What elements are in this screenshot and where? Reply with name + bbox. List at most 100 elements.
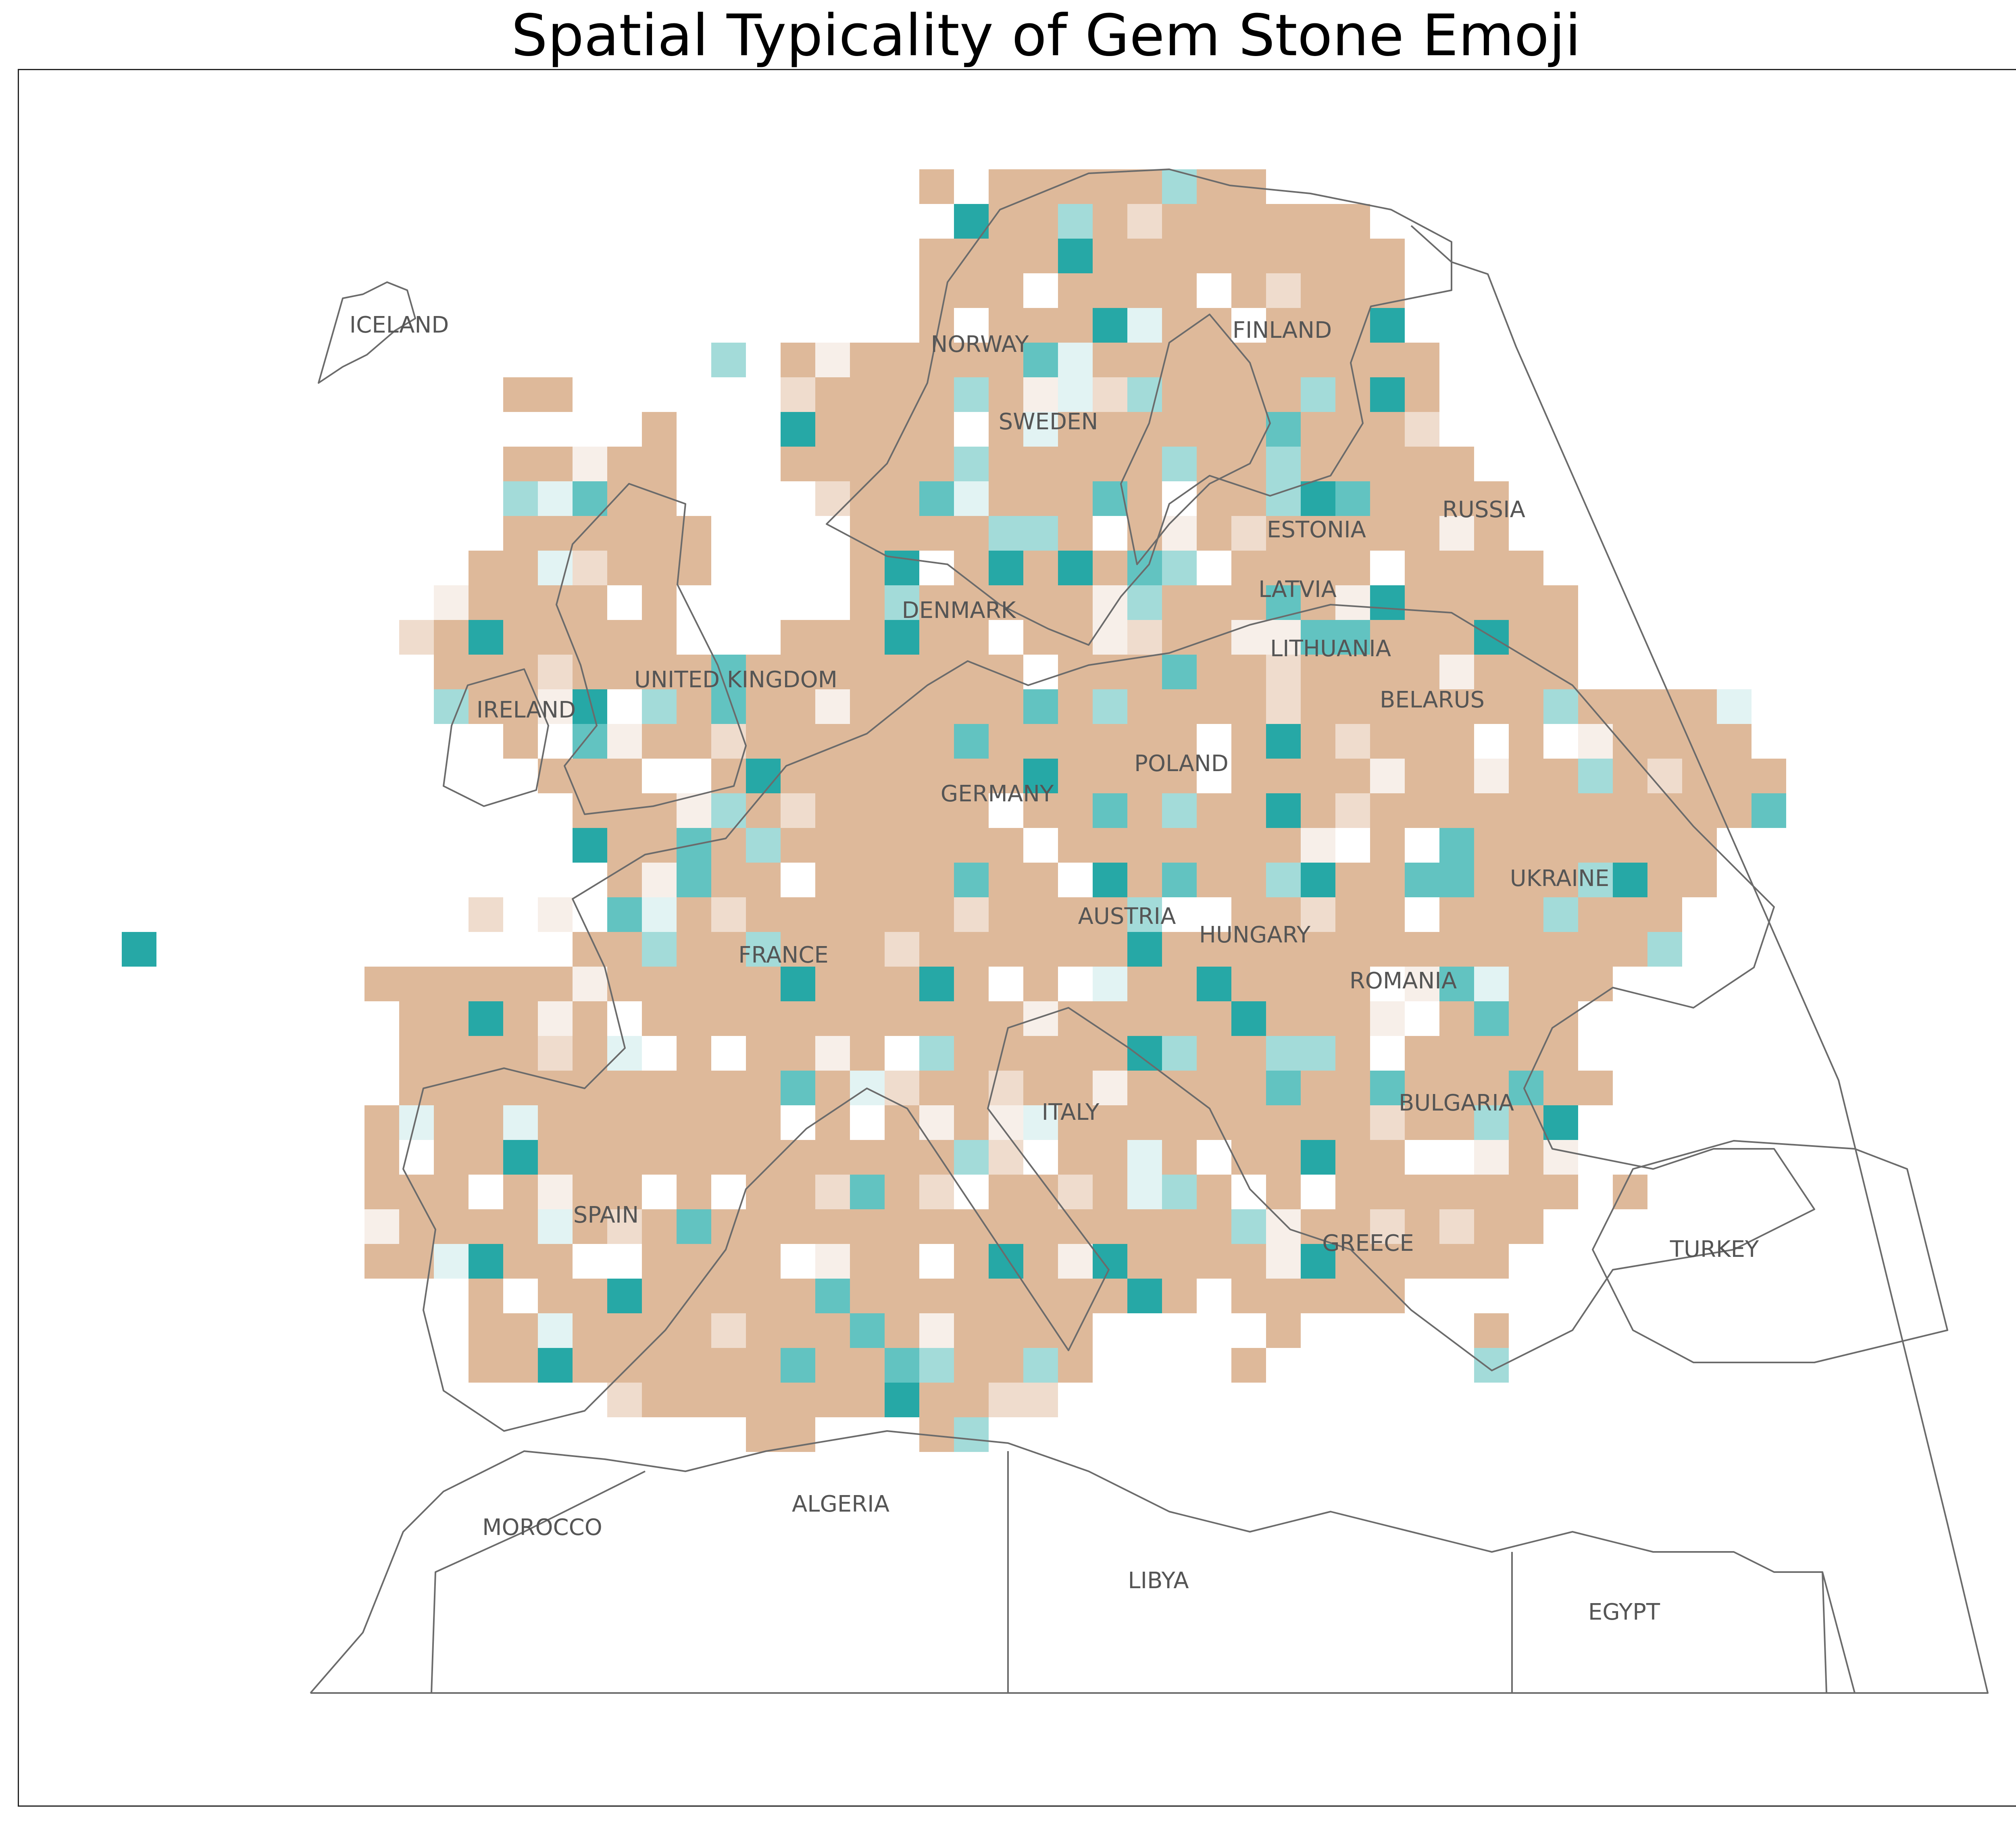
typicality-cell — [1474, 481, 1509, 516]
typicality-cell — [1335, 1001, 1370, 1036]
typicality-cell — [1058, 481, 1093, 516]
country-label-italy: ITALY — [1042, 1099, 1100, 1125]
typicality-cell — [885, 1348, 919, 1383]
typicality-cell — [1335, 863, 1370, 897]
typicality-cell — [1058, 828, 1093, 863]
typicality-cell — [1543, 967, 1578, 1001]
ireland-outline — [443, 668, 549, 807]
typicality-cell — [850, 967, 885, 1001]
typicality-cell — [885, 447, 919, 481]
typicality-cell — [1543, 1071, 1578, 1105]
typicality-cell — [781, 1036, 815, 1071]
typicality-cell — [1439, 828, 1474, 863]
typicality-cell — [815, 759, 850, 793]
typicality-cell — [1127, 1140, 1162, 1175]
typicality-cell — [469, 1140, 503, 1175]
typicality-cell — [1127, 689, 1162, 724]
typicality-cell — [989, 932, 1023, 967]
typicality-cell — [1543, 585, 1578, 620]
typicality-cell — [746, 689, 781, 724]
typicality-cell — [434, 620, 469, 655]
typicality-cell — [1509, 655, 1543, 689]
typicality-cell — [1613, 932, 1647, 967]
typicality-cell — [919, 759, 954, 793]
typicality-cell — [399, 1244, 434, 1279]
typicality-cell — [815, 724, 850, 759]
country-label-libya: LIBYA — [1128, 1568, 1189, 1594]
typicality-cell — [815, 897, 850, 932]
typicality-cell — [954, 1105, 989, 1140]
typicality-cell — [954, 897, 989, 932]
typicality-cell — [1405, 759, 1439, 793]
typicality-cell — [1127, 724, 1162, 759]
typicality-cell — [1162, 239, 1197, 273]
typicality-cell — [573, 1036, 607, 1071]
typicality-cell — [503, 655, 538, 689]
typicality-cell — [1162, 689, 1197, 724]
typicality-cell — [1162, 828, 1197, 863]
typicality-cell — [1023, 585, 1058, 620]
gulf-of-bothnia-outline — [1120, 314, 1271, 565]
typicality-cell — [1058, 169, 1093, 204]
typicality-cell — [1023, 1071, 1058, 1105]
typicality-cell — [1231, 689, 1266, 724]
typicality-cell — [1543, 828, 1578, 863]
typicality-cell — [677, 1036, 711, 1071]
typicality-cell — [1474, 516, 1509, 551]
typicality-cell — [399, 967, 434, 1001]
typicality-cell — [1543, 793, 1578, 828]
typicality-cell — [503, 1313, 538, 1348]
typicality-cell — [364, 967, 399, 1001]
typicality-cell — [1301, 1001, 1335, 1036]
typicality-cell — [642, 1348, 677, 1383]
typicality-cell — [1266, 1244, 1301, 1279]
typicality-cell — [1509, 759, 1543, 793]
typicality-cell — [573, 1001, 607, 1036]
typicality-cell — [919, 1209, 954, 1244]
typicality-cell — [1370, 724, 1405, 759]
typicality-cell — [1474, 1209, 1509, 1244]
typicality-cell — [815, 343, 850, 377]
typicality-cell — [711, 1383, 746, 1417]
typicality-cell — [607, 932, 642, 967]
typicality-cell — [1543, 620, 1578, 655]
typicality-cell — [1127, 308, 1162, 343]
typicality-cell — [954, 655, 989, 689]
typicality-cell — [1162, 793, 1197, 828]
typicality-cell — [642, 932, 677, 967]
north-africa-borders — [431, 1451, 1827, 1693]
typicality-cell — [1231, 967, 1266, 1001]
typicality-cell — [1405, 1175, 1439, 1209]
typicality-cell — [573, 689, 607, 724]
typicality-cell — [989, 897, 1023, 932]
typicality-cell — [1370, 655, 1405, 689]
typicality-cell — [1162, 932, 1197, 967]
typicality-cell — [1231, 239, 1266, 273]
typicality-cell — [746, 1001, 781, 1036]
typicality-cell — [469, 585, 503, 620]
typicality-cell — [1231, 1105, 1266, 1140]
typicality-cell — [954, 759, 989, 793]
typicality-cell — [573, 447, 607, 481]
typicality-cell — [1023, 1244, 1058, 1279]
typicality-cell — [1301, 551, 1335, 585]
typicality-cell — [1509, 828, 1543, 863]
typicality-cell — [989, 1105, 1023, 1140]
typicality-cell — [781, 1348, 815, 1383]
typicality-cell — [642, 1071, 677, 1105]
typicality-cell — [1578, 932, 1613, 967]
typicality-cell — [573, 1209, 607, 1244]
typicality-cell — [1509, 1036, 1543, 1071]
typicality-cell — [503, 481, 538, 516]
typicality-cell — [781, 897, 815, 932]
typicality-cell — [885, 620, 919, 655]
typicality-cell — [1370, 828, 1405, 863]
typicality-cell — [677, 689, 711, 724]
typicality-cell — [503, 620, 538, 655]
typicality-cell — [1509, 1071, 1543, 1105]
typicality-cell — [885, 1001, 919, 1036]
typicality-cell — [538, 516, 573, 551]
typicality-cell — [1127, 655, 1162, 689]
typicality-cell — [538, 585, 573, 620]
typicality-cell — [781, 1071, 815, 1105]
